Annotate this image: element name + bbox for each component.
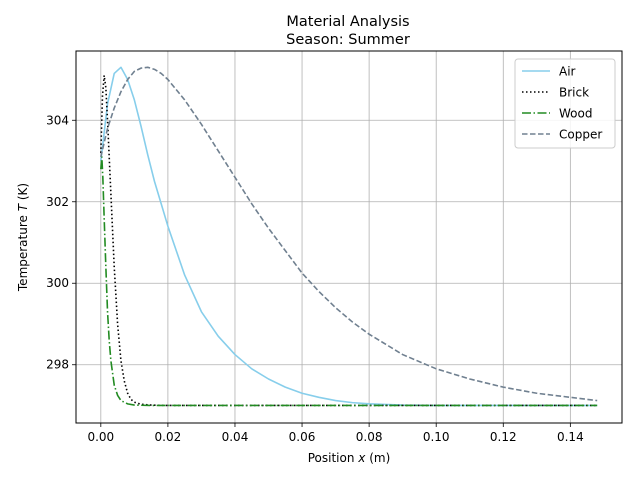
y-tick-label: 304	[46, 113, 69, 127]
y-tick-label: 302	[46, 195, 69, 209]
legend-label-brick: Brick	[559, 86, 589, 100]
legend: Air Brick Wood Copper	[514, 58, 616, 149]
x-axis-label-text: Position	[308, 451, 359, 465]
legend-label-air: Air	[559, 65, 576, 79]
legend-box	[514, 58, 616, 149]
chart-title: Material Analysis	[286, 14, 409, 30]
x-axis-label-unit: (m)	[365, 451, 390, 465]
x-axis-label-var: x	[357, 451, 366, 465]
y-axis-label: Temperature T (K)	[16, 183, 30, 292]
x-tick-label: 0.12	[490, 430, 517, 444]
chart-subtitle: Season: Summer	[286, 32, 410, 48]
x-tick-label: 0.00	[87, 430, 114, 444]
y-axis-label-var: T	[16, 202, 30, 211]
tick-marks: 0.00 0.02 0.04 0.06 0.08 0.10 0.12 0.14 298 300 30…	[46, 113, 584, 444]
x-tick-label: 0.04	[222, 430, 249, 444]
y-tick-label: 300	[46, 276, 69, 290]
x-tick-label: 0.06	[289, 430, 316, 444]
x-tick-label: 0.14	[557, 430, 584, 444]
legend-label-wood: Wood	[559, 107, 592, 121]
y-axis-label-unit: (K)	[16, 183, 30, 204]
series-lines	[100, 66, 598, 407]
y-axis-label-text: Temperature	[16, 211, 30, 292]
legend-items: Air Brick Wood Copper	[522, 65, 602, 142]
plot-frame	[75, 50, 623, 424]
x-tick-label: 0.10	[423, 430, 450, 444]
x-tick-label: 0.02	[155, 430, 182, 444]
series-line-copper	[100, 66, 598, 402]
y-tick-label: 298	[46, 358, 69, 372]
x-tick-label: 0.08	[356, 430, 383, 444]
series-line-wood	[100, 156, 598, 407]
x-axis-label: Position x (m)	[308, 451, 391, 465]
legend-label-copper: Copper	[559, 128, 602, 142]
